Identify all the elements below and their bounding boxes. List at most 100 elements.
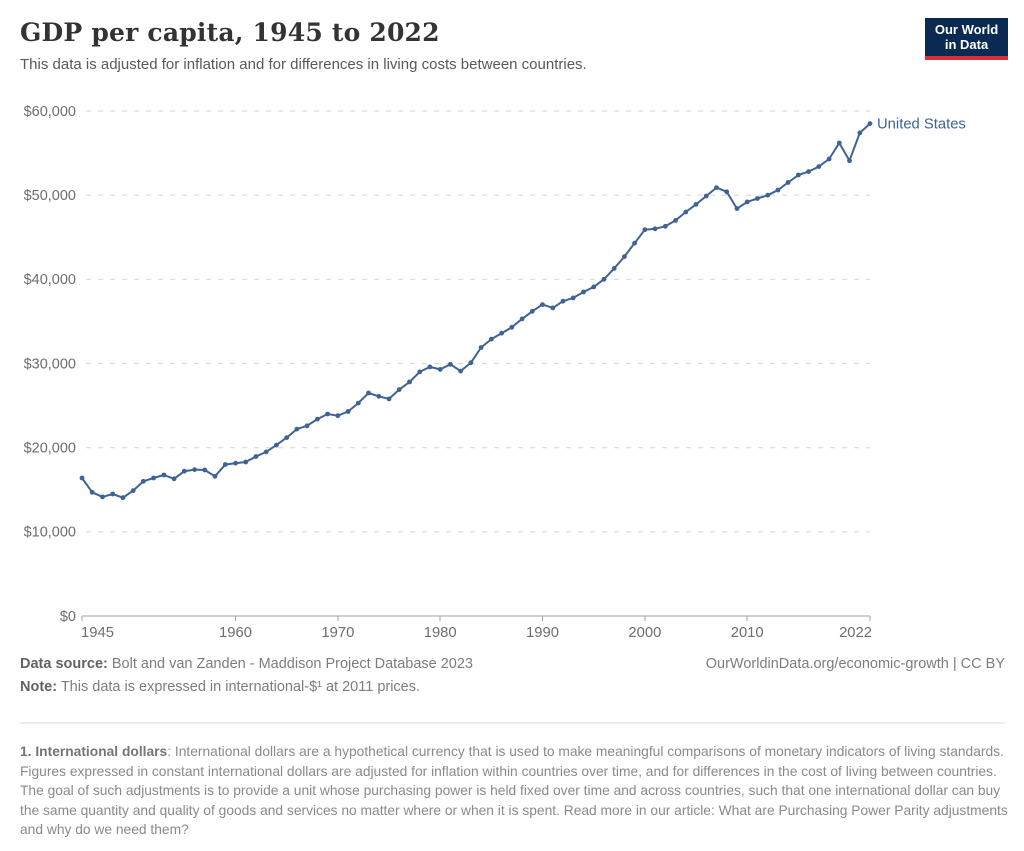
data-point bbox=[233, 460, 238, 466]
data-point bbox=[560, 298, 566, 304]
data-point bbox=[263, 449, 269, 455]
data-point bbox=[857, 130, 863, 136]
data-point bbox=[836, 140, 842, 146]
x-axis-tick-label: 1990 bbox=[526, 625, 559, 641]
data-point bbox=[714, 185, 719, 190]
x-axis-tick-label: 1980 bbox=[424, 625, 457, 641]
x-axis-tick-label: 1970 bbox=[321, 625, 354, 641]
footnote-label: 1. International dollars bbox=[20, 744, 168, 759]
data-point bbox=[407, 379, 412, 385]
x-axis-tick-label: 2010 bbox=[731, 625, 764, 641]
data-point bbox=[79, 475, 85, 481]
data-point bbox=[243, 459, 249, 465]
line-chart: $0 $10,000 $20,000 $30,000 $40,000 $50,000 $60… bbox=[24, 104, 966, 641]
data-point bbox=[427, 364, 433, 370]
data-point bbox=[386, 396, 392, 402]
data-point bbox=[673, 218, 678, 223]
y-axis-tick-label: $10,000 bbox=[24, 525, 76, 541]
data-point bbox=[171, 476, 177, 482]
data-point bbox=[581, 289, 586, 295]
data-point bbox=[417, 369, 423, 375]
data-point bbox=[396, 387, 402, 392]
data-point bbox=[662, 223, 668, 229]
data-point bbox=[294, 426, 300, 432]
data-point bbox=[785, 180, 791, 185]
data-point bbox=[284, 435, 290, 440]
x-axis-tick-label: 1960 bbox=[219, 625, 252, 641]
chart-title: GDP per capita, 1945 to 2022 bbox=[20, 18, 440, 47]
data-point bbox=[529, 308, 535, 314]
data-point bbox=[110, 491, 116, 497]
data-point bbox=[632, 240, 637, 246]
data-point bbox=[540, 302, 545, 307]
y-axis-tick-label: $50,000 bbox=[24, 188, 76, 204]
data-point bbox=[315, 416, 320, 422]
data-line bbox=[81, 122, 871, 499]
y-axis-tick-label: $60,000 bbox=[24, 104, 76, 120]
data-point bbox=[120, 495, 126, 501]
x-axis-tick-label: 2000 bbox=[628, 625, 661, 641]
data-point bbox=[611, 266, 617, 271]
data-point bbox=[181, 468, 187, 474]
x-axis-tick-label: 1945 bbox=[81, 625, 114, 641]
y-axis-tick-label: $30,000 bbox=[24, 356, 76, 372]
data-point bbox=[192, 467, 198, 472]
data-point bbox=[448, 361, 453, 367]
series-label: United States bbox=[877, 117, 966, 133]
footnote-text: : International dollars are a hypothetic… bbox=[20, 744, 1008, 837]
data-point bbox=[652, 226, 658, 232]
y-axis-tick-label: $40,000 bbox=[24, 272, 76, 288]
data-point bbox=[519, 316, 525, 322]
data-point bbox=[867, 121, 873, 126]
data-point bbox=[703, 193, 709, 199]
owid-url-and-license: OurWorldinData.org/economic-growth | CC … bbox=[705, 656, 1005, 672]
data-point bbox=[212, 473, 218, 479]
data-point bbox=[222, 462, 228, 467]
footnote: 1. International dollars: International … bbox=[20, 742, 1008, 840]
footnote-divider bbox=[20, 722, 1005, 724]
data-point bbox=[765, 192, 771, 198]
owid-logo-line1: Our World bbox=[934, 22, 999, 37]
data-point bbox=[724, 189, 730, 195]
data-source-line: Data source: Bolt and van Zanden - Maddi… bbox=[20, 656, 473, 672]
x-axis-tick-label: 2022 bbox=[839, 625, 872, 641]
data-point bbox=[478, 345, 484, 350]
y-axis-tick-label: $0 bbox=[60, 609, 76, 625]
chart-subtitle: This data is adjusted for inflation and … bbox=[20, 56, 587, 73]
data-point bbox=[734, 206, 740, 211]
data-point bbox=[489, 336, 494, 342]
data-point bbox=[274, 442, 279, 448]
plot-area: $0 $10,000 $20,000 $30,000 $40,000 $50,000 $60… bbox=[0, 90, 1024, 650]
data-point bbox=[806, 169, 811, 174]
data-point bbox=[468, 360, 474, 366]
data-point bbox=[826, 156, 832, 162]
data-point bbox=[458, 368, 463, 374]
data-point bbox=[775, 187, 781, 193]
owid-logo: Our World in Data bbox=[925, 18, 1008, 60]
data-point bbox=[335, 413, 341, 419]
data-point bbox=[642, 227, 648, 233]
data-point bbox=[253, 454, 259, 459]
data-point bbox=[601, 276, 607, 282]
data-point bbox=[161, 472, 167, 478]
data-point bbox=[130, 488, 136, 493]
data-point bbox=[345, 409, 351, 414]
data-point bbox=[744, 199, 750, 205]
data-point bbox=[141, 478, 146, 484]
data-point bbox=[89, 489, 95, 495]
data-point bbox=[816, 164, 822, 169]
data-point bbox=[100, 494, 105, 500]
data-point bbox=[355, 400, 361, 406]
data-point bbox=[693, 202, 699, 207]
data-point bbox=[683, 209, 689, 215]
chart-header: GDP per capita, 1945 to 2022 This data i… bbox=[20, 18, 910, 73]
y-axis-tick-label: $20,000 bbox=[24, 440, 76, 456]
data-source-text: Bolt and van Zanden - Maddison Project D… bbox=[107, 656, 473, 672]
data-point bbox=[847, 158, 852, 164]
data-source-label: Data source: bbox=[20, 656, 108, 672]
data-point bbox=[151, 475, 157, 481]
data-point bbox=[622, 254, 627, 259]
data-point bbox=[366, 390, 371, 396]
data-point bbox=[304, 423, 310, 429]
data-point bbox=[509, 324, 515, 330]
